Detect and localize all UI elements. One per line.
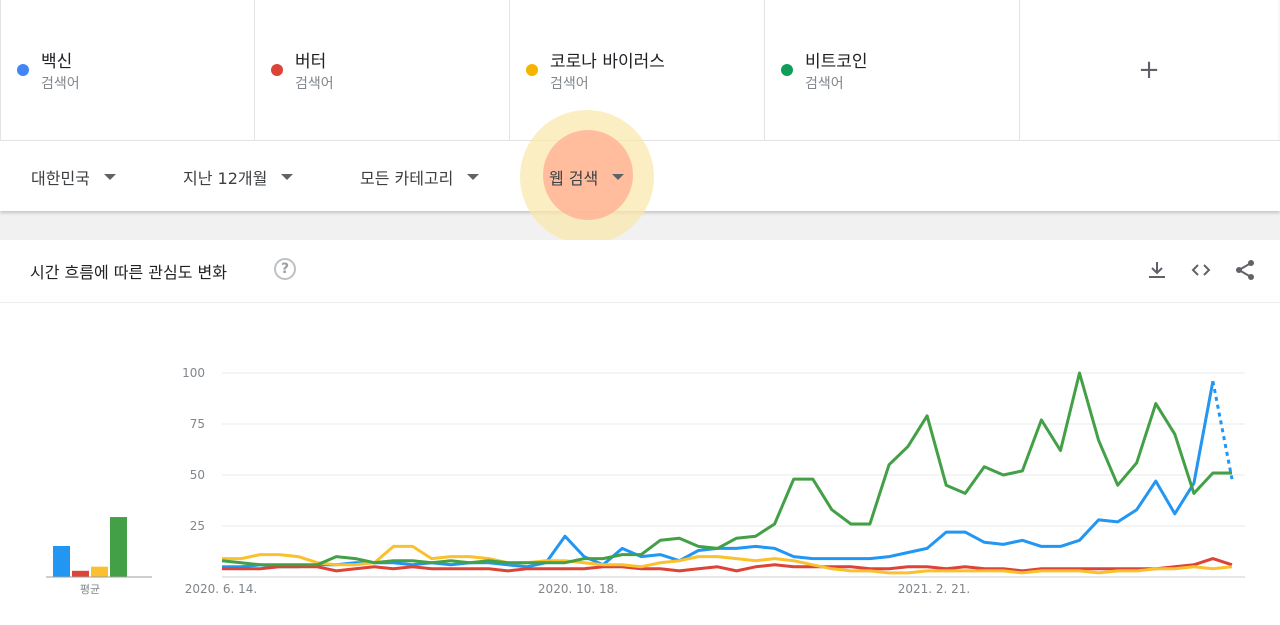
search-term-card-4[interactable]: 비트코인 검색어: [765, 0, 1020, 140]
period-dropdown[interactable]: 지난 12개월: [183, 165, 294, 189]
help-icon[interactable]: ?: [274, 258, 296, 280]
search-term-name: 코로나 바이러스: [550, 52, 665, 72]
search-term-card-1[interactable]: 백신 검색어: [0, 0, 255, 140]
compare-terms-bar: 백신 검색어 버터 검색어 코로나 바이러스 검색어 비트코인 검색어 +: [0, 0, 1280, 141]
interest-chart: 100 75 50 25 평균 2020. 6. 14. 2020. 10. 18. 20…: [46, 366, 1245, 596]
interest-over-time-card: 시간 흐름에 따른 관심도 변화 ? 100 75 50 25 평균 2020. 6.…: [0, 240, 1280, 625]
search-term-name: 버터: [295, 52, 327, 72]
region-label: 대한민국: [31, 169, 90, 188]
series-line[interactable]: [221, 371, 1232, 567]
period-label: 지난 12개월: [183, 169, 268, 188]
average-bar[interactable]: [91, 566, 108, 577]
y-tick-label: 100: [182, 366, 205, 380]
download-icon[interactable]: [1145, 258, 1169, 282]
series-color-dot: [526, 64, 538, 76]
y-tick-label: 25: [190, 519, 205, 533]
x-tick-label: 2020. 10. 18.: [538, 582, 618, 596]
card-title: 시간 흐름에 따른 관심도 변화: [30, 263, 227, 282]
y-tick-label: 75: [190, 417, 205, 431]
series-line-partial[interactable]: [1211, 380, 1234, 480]
search-term-type: 검색어: [550, 76, 589, 92]
x-tick-label: 2020. 6. 14.: [185, 582, 258, 596]
average-bar[interactable]: [72, 570, 89, 577]
series-color-dot: [271, 64, 283, 76]
search-term-name: 비트코인: [805, 52, 868, 72]
region-dropdown[interactable]: 대한민국: [31, 165, 116, 189]
category-label: 모든 카테고리: [360, 169, 454, 188]
search-term-type: 검색어: [295, 76, 334, 92]
share-icon[interactable]: [1233, 258, 1257, 282]
embed-code-icon[interactable]: [1189, 258, 1213, 282]
x-tick-label: 2021. 2. 21.: [898, 582, 971, 596]
average-label: 평균: [80, 583, 100, 596]
search-term-type: 검색어: [41, 76, 80, 92]
search-term-name: 백신: [41, 52, 73, 72]
caret-down-icon: [612, 174, 625, 180]
add-comparison-button[interactable]: +: [1020, 0, 1278, 140]
series-line[interactable]: [222, 557, 1233, 573]
series-line[interactable]: [222, 380, 1215, 569]
search-type-dropdown[interactable]: 웹 검색: [549, 165, 625, 189]
series-color-dot: [781, 64, 793, 76]
y-tick-label: 50: [190, 468, 205, 482]
search-term-card-2[interactable]: 버터 검색어: [255, 0, 510, 140]
caret-down-icon: [281, 174, 294, 180]
search-type-label: 웹 검색: [549, 169, 599, 188]
category-dropdown[interactable]: 모든 카테고리: [360, 165, 480, 189]
series-color-dot: [17, 64, 29, 76]
plus-icon: +: [1138, 55, 1160, 85]
search-term-card-3[interactable]: 코로나 바이러스 검색어: [510, 0, 765, 140]
series-line[interactable]: [222, 544, 1233, 575]
card-header: 시간 흐름에 따른 관심도 변화 ?: [0, 240, 1280, 303]
caret-down-icon: [103, 174, 116, 180]
average-bar[interactable]: [53, 546, 70, 577]
search-term-type: 검색어: [805, 76, 844, 92]
average-bar[interactable]: [110, 517, 127, 577]
caret-down-icon: [467, 174, 480, 180]
